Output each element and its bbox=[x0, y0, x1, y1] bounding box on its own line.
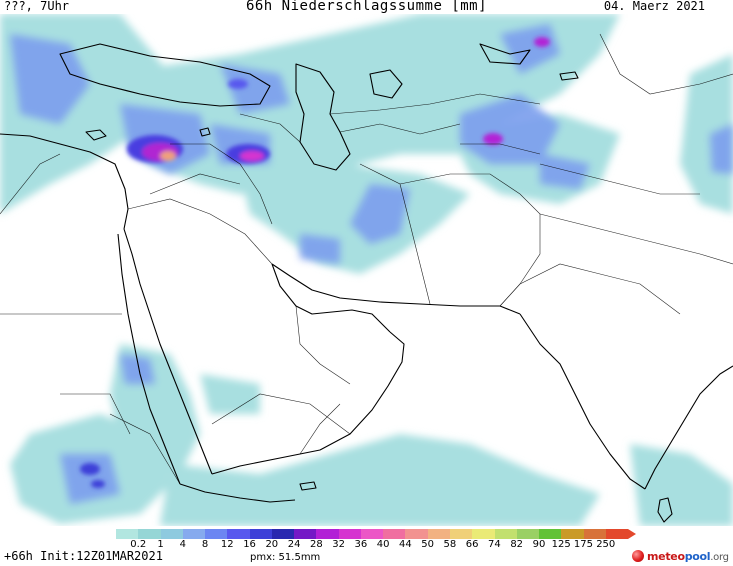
map-title: 66h Niederschlagssumme [mm] bbox=[245, 0, 488, 14]
color-bar-step bbox=[383, 529, 406, 539]
color-bar-step bbox=[160, 529, 183, 539]
color-bar-ticks: 0.2 1 4 8 12 16 20 24 28 32 36 40 44 50 58 66 74 82 90 125 1… bbox=[112, 539, 632, 551]
precip-heavy bbox=[80, 37, 550, 488]
color-bar-step bbox=[427, 529, 450, 539]
color-bar-tick-label: 50 bbox=[421, 539, 435, 550]
color-bar-tick-label: 250 bbox=[596, 539, 616, 550]
precipitation-map bbox=[0, 14, 733, 526]
color-bar-step bbox=[583, 529, 606, 539]
color-bar-step bbox=[561, 529, 584, 539]
color-bar-overflow-arrow bbox=[628, 529, 636, 539]
forecast-init-label: +66h Init:12Z01MAR2021 bbox=[4, 549, 163, 563]
color-bar-tick-label: 4 bbox=[179, 539, 186, 550]
color-bar-tick-label: 66 bbox=[465, 539, 479, 550]
logo-text: meteopool.org bbox=[647, 549, 729, 563]
color-bar-step bbox=[360, 529, 384, 539]
color-bar-step bbox=[516, 529, 540, 539]
color-bar-step bbox=[316, 529, 339, 539]
color-bar-tick-label: 36 bbox=[354, 539, 368, 550]
color-bar-tick-label: 0.2 bbox=[130, 539, 147, 550]
borders bbox=[0, 33, 733, 485]
color-bar-tick-label: 12 bbox=[220, 539, 234, 550]
color-bar-tick-label: 16 bbox=[243, 539, 256, 550]
color-bar-step bbox=[227, 529, 250, 539]
color-bar-step bbox=[405, 529, 428, 539]
color-bar-step bbox=[205, 529, 228, 539]
meteopool-logo[interactable]: meteopool.org bbox=[632, 548, 729, 564]
valid-date: 04. Maerz 2021 bbox=[603, 0, 705, 13]
run-label: ???, 7Uhr bbox=[4, 0, 70, 13]
color-bar-step bbox=[494, 529, 517, 539]
logo-ball-icon bbox=[632, 550, 644, 562]
color-bar-step bbox=[138, 529, 161, 539]
color-bar-tick-label: 44 bbox=[399, 539, 412, 550]
coastlines bbox=[0, 43, 733, 523]
color-bar-step bbox=[605, 529, 629, 539]
max-precip-label: pmx: 51.5mm bbox=[250, 552, 321, 563]
color-bar-step bbox=[182, 529, 206, 539]
color-bar-tick-label: 58 bbox=[443, 539, 457, 550]
color-bar-tick-label: 8 bbox=[201, 539, 209, 550]
color-scale-legend: 0.2 1 4 8 12 16 20 24 28 32 36 40 44 50 58 66 74 82 90 125 1… bbox=[112, 529, 636, 561]
color-bar-step bbox=[338, 529, 361, 539]
color-bar-tick-label: 24 bbox=[287, 539, 301, 550]
color-bar-tick-label: 82 bbox=[510, 539, 524, 550]
color-bar-tick-label: 1 bbox=[157, 539, 164, 550]
color-bar-tick-label: 20 bbox=[265, 539, 279, 550]
color-bar-step bbox=[539, 529, 562, 539]
color-bar-step bbox=[472, 529, 495, 539]
color-bar-tick-label: 32 bbox=[332, 539, 345, 550]
color-bar-tick-label: 74 bbox=[488, 539, 501, 550]
color-bar-tick-label: 125 bbox=[551, 539, 571, 550]
color-bar-tick-label: 40 bbox=[376, 539, 390, 550]
color-bar-step bbox=[449, 529, 473, 539]
color-bar-tick-label: 28 bbox=[309, 539, 323, 550]
color-bar bbox=[116, 529, 629, 539]
color-bar-step bbox=[116, 529, 139, 539]
color-bar-step bbox=[249, 529, 272, 539]
color-bar-step bbox=[271, 529, 295, 539]
color-bar-tick-label: 175 bbox=[573, 539, 594, 550]
color-bar-step bbox=[294, 529, 317, 539]
color-bar-tick-label: 90 bbox=[532, 539, 546, 550]
